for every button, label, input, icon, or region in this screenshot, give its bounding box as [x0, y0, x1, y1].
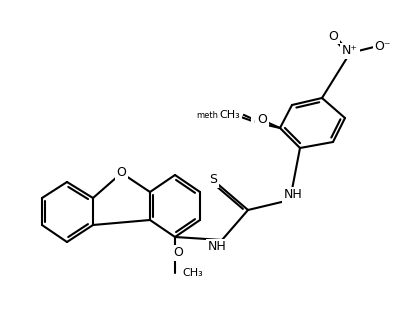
Text: O: O: [253, 116, 262, 129]
Text: CH₃: CH₃: [219, 110, 239, 120]
Text: O⁻: O⁻: [374, 39, 390, 52]
Text: O: O: [173, 246, 182, 259]
Text: CH₃: CH₃: [182, 268, 202, 278]
Text: NH: NH: [207, 240, 226, 253]
Text: NH: NH: [283, 189, 302, 202]
Text: methoxy: methoxy: [196, 112, 233, 121]
Text: O: O: [327, 30, 337, 43]
Text: N⁺: N⁺: [341, 45, 357, 58]
Text: O: O: [116, 167, 126, 179]
Text: S: S: [209, 174, 217, 186]
Text: O: O: [256, 114, 266, 127]
